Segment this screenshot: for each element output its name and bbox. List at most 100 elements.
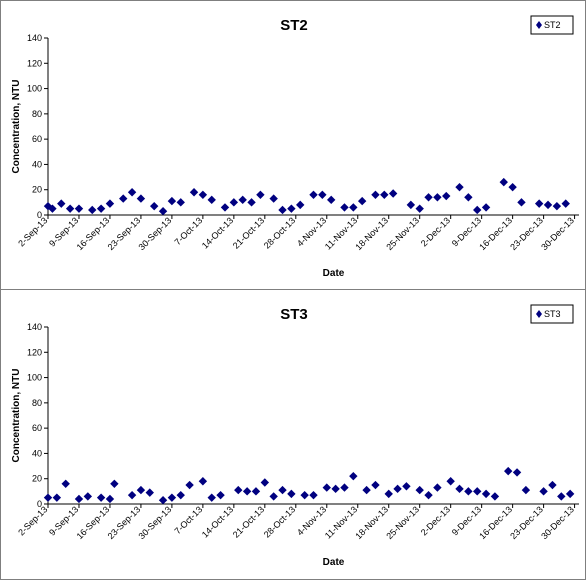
y-tick-label: 120	[27, 347, 42, 357]
data-point	[242, 487, 252, 496]
data-point	[260, 478, 270, 487]
chart-panel-st2: ST2 0 20 40 60 80 100 120 140 2-Sep-13 9-Sep-13 16-…	[0, 0, 586, 290]
x-tick-label: 30-Dec-13	[539, 215, 576, 252]
data-point	[455, 182, 464, 192]
data-point	[318, 190, 327, 199]
data-point	[136, 485, 146, 495]
data-point	[52, 493, 62, 502]
data-point	[340, 483, 349, 492]
data-point	[96, 204, 106, 213]
data-point	[229, 198, 239, 207]
data-point	[83, 492, 93, 501]
x-tick-label: 2-Dec-13	[419, 504, 452, 537]
data-point	[198, 477, 208, 486]
data-point	[473, 487, 482, 496]
data-point	[74, 204, 84, 213]
data-point	[433, 483, 442, 492]
data-point	[512, 468, 522, 477]
x-tick-label: 2-Sep-13	[16, 504, 49, 537]
y-axis-label: Concentration, NTU	[11, 80, 22, 174]
data-point	[74, 494, 84, 504]
data-point	[561, 199, 570, 208]
x-tick-label: 25-Nov-13	[384, 504, 421, 541]
data-point	[269, 194, 278, 203]
y-tick-label: 40	[32, 448, 42, 458]
x-axis-label: Date	[323, 557, 345, 568]
y-tick-label: 40	[32, 159, 42, 169]
x-tick-label: 30-Sep-13	[137, 215, 174, 252]
data-point	[340, 203, 349, 212]
data-point	[349, 471, 358, 481]
data-point	[415, 204, 424, 213]
x-tick-label: 7-Oct-13	[172, 504, 204, 536]
data-point	[198, 190, 208, 199]
data-point	[327, 195, 336, 205]
data-point	[251, 487, 261, 496]
x-tick-label: 25-Nov-13	[384, 215, 421, 252]
data-point	[296, 200, 305, 210]
data-point	[424, 193, 433, 202]
legend: ST3	[530, 304, 574, 324]
data-point	[331, 484, 340, 494]
chart-title: ST3	[280, 306, 308, 323]
data-point	[433, 193, 442, 202]
data-point	[48, 204, 57, 213]
data-point	[371, 190, 380, 199]
y-tick-label: 60	[32, 423, 42, 433]
data-point	[158, 496, 168, 505]
data-point	[287, 489, 296, 499]
data-point	[504, 466, 513, 476]
data-point	[362, 485, 371, 495]
legend-label: ST3	[544, 309, 561, 319]
data-point	[119, 194, 128, 203]
x-tick-label: 14-Oct-13	[200, 215, 235, 250]
chart-title: ST2	[280, 17, 308, 34]
x-tick-label: 2-Sep-13	[16, 215, 49, 248]
y-tick-label: 60	[32, 134, 42, 144]
data-point	[207, 195, 216, 205]
data-point	[158, 207, 168, 216]
data-point	[543, 200, 553, 210]
data-point	[88, 205, 97, 215]
data-point	[380, 190, 389, 199]
data-point	[278, 485, 287, 495]
data-point	[127, 188, 137, 197]
data-point	[176, 490, 185, 500]
data-point	[269, 492, 278, 501]
data-point	[220, 203, 230, 212]
data-point	[207, 493, 216, 502]
data-point	[473, 205, 482, 215]
x-tick-label: 30-Sep-13	[137, 504, 174, 541]
data-point	[185, 480, 194, 490]
x-axis-label: Date	[323, 268, 345, 279]
x-tick-label: 14-Oct-13	[200, 504, 235, 539]
data-point	[393, 484, 402, 494]
x-tick-label: 30-Dec-13	[539, 504, 576, 541]
data-point	[481, 489, 491, 499]
data-point	[539, 487, 548, 496]
data-point	[424, 490, 433, 500]
data-point	[349, 203, 358, 212]
data-point	[167, 196, 177, 206]
y-tick-label: 80	[32, 398, 42, 408]
legend-marker	[536, 310, 542, 318]
data-point	[309, 190, 318, 199]
x-tick-label: 7-Oct-13	[172, 215, 204, 247]
data-point	[442, 191, 451, 201]
data-point	[371, 480, 380, 490]
chart-st2: ST20204060801001201402-Sep-139-Sep-1316-…	[11, 15, 579, 279]
data-point	[300, 490, 309, 500]
y-tick-label: 100	[27, 84, 42, 94]
data-point	[136, 194, 146, 203]
data-point	[322, 483, 331, 492]
data-point	[552, 201, 562, 211]
data-point	[278, 205, 287, 215]
y-tick-label: 140	[27, 322, 42, 332]
data-point	[150, 201, 159, 211]
y-tick-label: 80	[32, 109, 42, 119]
legend: ST2	[530, 15, 574, 35]
data-point	[287, 204, 296, 213]
y-tick-label: 0	[37, 210, 42, 220]
data-point	[105, 494, 115, 504]
data-point	[256, 190, 265, 199]
